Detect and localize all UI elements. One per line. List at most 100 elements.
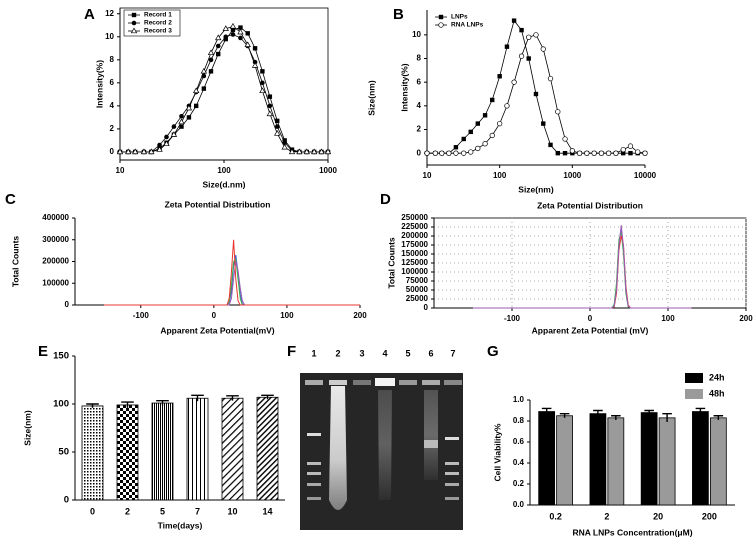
marker [252,46,258,51]
error-bar [86,403,99,408]
y-tick-label: 125000 [401,258,428,267]
x-tick-label: 200 [702,511,717,521]
series-line [427,19,645,154]
bar [81,405,104,501]
marker [541,121,546,126]
marker [179,124,184,129]
marker [518,53,525,59]
gel-smear [329,386,347,510]
marker [244,41,251,47]
panel-label: A [84,6,95,23]
marker [453,150,459,156]
marker [489,132,495,139]
error-bar [261,394,274,400]
error-bar [191,394,204,402]
y-tick-label: 175000 [401,240,428,249]
marker [186,115,192,120]
marker [157,142,162,148]
x-axis-label: Time(days) [158,520,203,530]
lane-label: 6 [428,348,433,358]
marker [424,150,430,156]
y-tick-label: 4 [417,101,422,110]
marker [468,149,474,155]
y-axis-label: Intensity(%) [94,60,104,108]
bar [186,397,209,501]
error-bar [121,401,134,408]
legend-label: Record 1 [144,12,172,19]
error-bar [541,407,552,415]
marker [245,31,250,36]
marker [216,51,221,57]
series-line [104,239,360,306]
legend-swatch [685,373,703,383]
marker [274,124,280,129]
marker [229,22,237,29]
marker [548,142,553,148]
x-tick-label: 10 [227,506,237,516]
series-line [120,25,328,153]
y-axis-label: Total Counts [10,236,20,288]
series-line [473,225,692,309]
x-axis-label: Apparent Zeta Potential(mV) [160,325,274,335]
x-tick-label: 100 [280,311,294,320]
marker [533,91,539,97]
marker [260,80,265,86]
marker [185,104,193,111]
x-tick-label: 0.2 [549,511,562,521]
bar [221,397,244,501]
marker [296,148,303,155]
legend-label: 48h [709,388,725,398]
y-tick-label: 8 [110,55,115,64]
marker [237,28,244,35]
marker [555,150,561,156]
y-tick-label: 0 [424,303,429,312]
panel-label: E [38,343,48,360]
marker [192,87,200,94]
x-tick-label: 100 [217,166,231,175]
marker [171,124,177,129]
y-tick-label: 300000 [42,235,69,244]
marker [251,62,259,68]
y-tick-label: 0 [417,148,422,157]
marker [163,140,170,147]
y-tick-label: 0.6 [513,437,525,446]
marker [164,134,169,140]
marker [533,32,539,38]
x-tick-label: -100 [504,314,521,323]
panel-label: D [380,191,391,208]
marker [208,57,214,63]
error-bar [611,415,621,420]
ladder-band [445,462,459,465]
marker [200,67,208,74]
y-tick-label: 150 [53,351,69,362]
marker [584,150,590,156]
x-tick-label: 20 [653,511,663,521]
y-tick-label: 2 [110,124,115,133]
error-bar [644,409,654,415]
marker [178,118,185,125]
marker [475,145,481,152]
gel-well [444,380,462,385]
marker [606,150,612,156]
gel-well [305,380,323,385]
legend-label: RNA LNPs [451,22,484,29]
chart-title: Zeta Potential Distribution [537,200,643,210]
marker [230,27,236,33]
x-tick-label: 100 [493,171,507,180]
marker [482,141,488,147]
annotation: Size(nm) [366,80,376,116]
y-tick-label: 0 [64,495,69,506]
y-tick-label: 0.2 [513,479,525,488]
bar [589,413,607,506]
ladder-band [445,437,459,440]
error-bar [559,412,570,418]
gel-smear [378,390,392,500]
ladder-band [307,483,321,486]
y-tick-label: 4 [110,101,115,110]
marker [461,136,466,142]
y-tick-label: 1.0 [513,395,525,404]
y-tick-label: 10 [105,32,114,41]
marker [282,138,287,143]
gel-well [353,380,371,385]
marker [562,150,568,156]
